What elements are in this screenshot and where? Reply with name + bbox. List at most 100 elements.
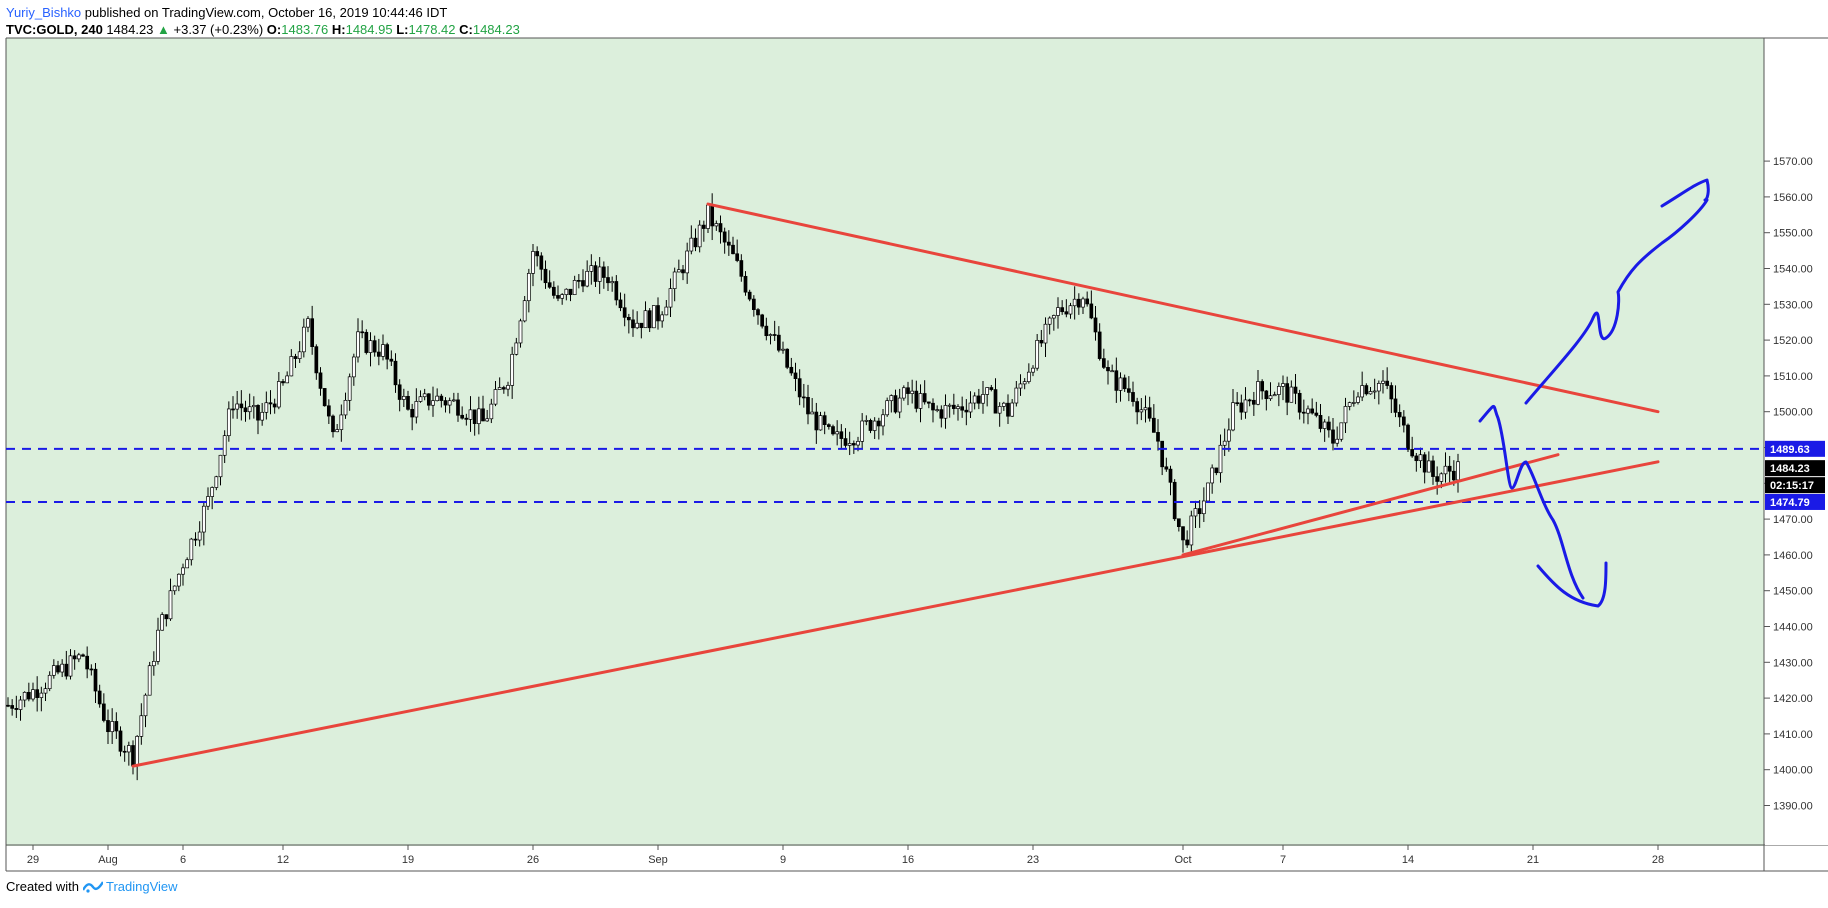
candle-body	[264, 402, 269, 413]
candle-body	[710, 204, 715, 227]
candle-body	[376, 351, 381, 357]
time-tick-label: 16	[902, 854, 914, 866]
candle-body	[564, 288, 569, 295]
low-value: 1478.42	[408, 22, 456, 37]
candle-body	[1293, 386, 1298, 394]
candle-body	[131, 745, 135, 767]
candle-body	[389, 358, 394, 362]
candle-body	[939, 409, 944, 419]
candle-body	[114, 721, 119, 732]
candle-body	[551, 286, 556, 296]
candle-body	[1189, 515, 1194, 546]
candle-body	[947, 404, 952, 407]
candle-body	[1406, 424, 1410, 450]
trendline[interactable]	[706, 202, 1660, 414]
candle-body	[593, 265, 598, 282]
candle-body	[1335, 438, 1340, 444]
candle-body	[185, 559, 190, 569]
trendline[interactable]	[1181, 453, 1560, 557]
candle-body	[789, 366, 794, 374]
plot-area[interactable]	[6, 38, 1764, 871]
level-price-label: 1474.79	[1770, 497, 1810, 509]
candle-body	[1214, 467, 1219, 474]
level-price-label-box	[1765, 493, 1825, 510]
last-price-label-box	[1765, 460, 1825, 477]
candle-body	[531, 251, 535, 274]
candle-body	[910, 390, 915, 394]
candle-body	[151, 661, 156, 667]
candle-body	[1218, 444, 1223, 474]
time-tick-label: 28	[1652, 854, 1664, 866]
candle-body	[1251, 399, 1256, 405]
candle-body	[1222, 440, 1227, 446]
candle-body	[676, 269, 681, 273]
candle-body	[635, 322, 640, 329]
candle-body	[568, 288, 573, 295]
candle-body	[18, 699, 23, 710]
candle-body	[1093, 317, 1098, 333]
time-axis[interactable]	[6, 846, 1764, 871]
price-tick-label: 1510.00	[1773, 371, 1813, 383]
candle-body	[1051, 315, 1056, 319]
candle-body	[260, 411, 265, 421]
author-link[interactable]: Yuriy_Bishko	[6, 5, 82, 20]
symbol-label[interactable]: TVC:GOLD, 240	[6, 22, 103, 37]
candle-body	[1235, 402, 1240, 405]
candle-body	[1276, 386, 1281, 395]
candle-body	[743, 275, 748, 293]
candle-body	[872, 420, 877, 431]
candle-body	[1101, 358, 1106, 368]
candle-body	[572, 280, 577, 295]
candle-body	[1122, 377, 1127, 390]
candle-body	[1035, 340, 1040, 369]
candle-body	[826, 424, 831, 427]
candle-body	[235, 403, 240, 410]
candle-body	[1139, 409, 1144, 413]
candle-body	[1301, 411, 1306, 414]
candle-body	[960, 406, 965, 411]
candle-body	[1031, 367, 1035, 373]
time-tick-label: 19	[402, 854, 414, 866]
candle-body	[1431, 460, 1435, 477]
candle-body	[1206, 482, 1210, 502]
candle-body	[239, 403, 244, 409]
candle-body	[1385, 380, 1390, 386]
candle-body	[1364, 385, 1369, 395]
candle-body	[460, 414, 465, 419]
candle-body	[1368, 391, 1373, 395]
candle-body	[81, 654, 85, 657]
candle-body	[726, 241, 731, 246]
tradingview-link[interactable]: TradingView	[82, 879, 178, 894]
candle-body	[647, 310, 652, 329]
candle-body	[1397, 412, 1402, 418]
candle-body	[1097, 331, 1102, 359]
candle-body	[139, 715, 144, 737]
candle-body	[956, 406, 960, 409]
candle-body	[860, 420, 865, 442]
candle-body	[51, 665, 56, 676]
candle-body	[801, 396, 806, 399]
price-tick-label: 1420.00	[1773, 693, 1813, 705]
candle-body	[847, 443, 852, 446]
publish-info: published on TradingView.com, October 16…	[84, 5, 448, 20]
candle-body	[714, 223, 719, 227]
candle-body	[897, 397, 902, 413]
candle-body	[1106, 367, 1110, 372]
candle-body	[1256, 381, 1260, 405]
candle-body	[22, 691, 27, 701]
candle-body	[893, 395, 898, 413]
candle-body	[547, 282, 552, 288]
candle-body	[372, 340, 377, 353]
time-tick-label: 7	[1280, 854, 1286, 866]
low-label: L:	[396, 22, 409, 37]
candle-body	[1410, 449, 1415, 457]
candle-body	[735, 253, 740, 261]
candle-body	[843, 438, 848, 446]
candle-body	[1281, 383, 1285, 387]
candle-body	[414, 401, 419, 418]
trendline[interactable]	[131, 460, 1660, 768]
chart-header: Yuriy_Bishko published on TradingView.co…	[6, 4, 520, 38]
candle-body	[718, 223, 723, 233]
candle-body	[143, 694, 148, 717]
